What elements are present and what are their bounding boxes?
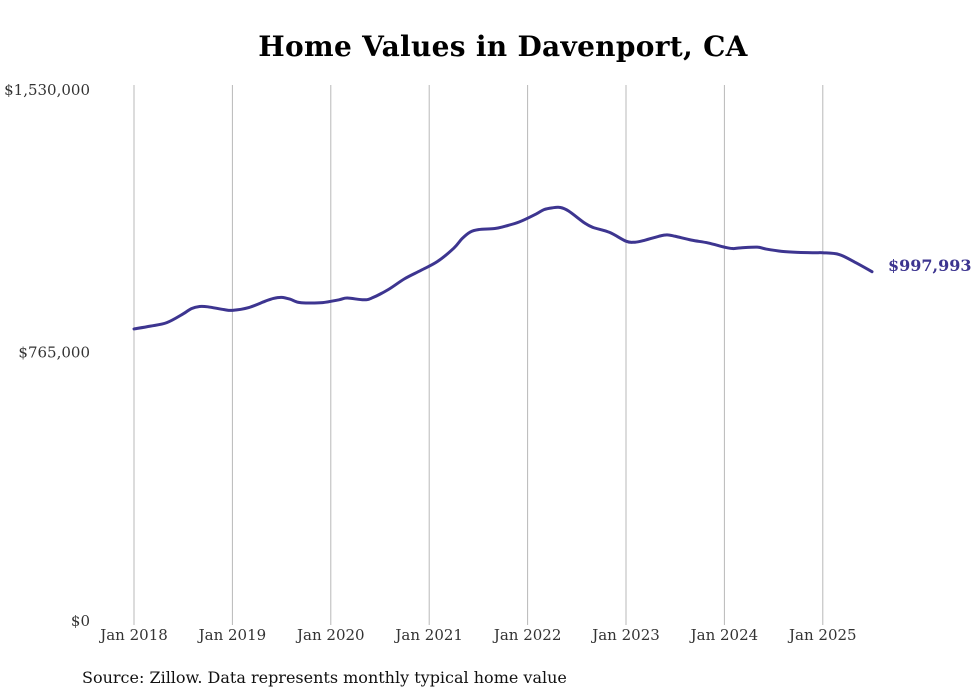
y-tick-label: $1,530,000 (4, 81, 90, 99)
x-tick-label: Jan 2020 (295, 626, 365, 644)
y-axis-ticks: $1,530,000 $765,000 $0 (4, 81, 90, 630)
x-axis-ticks: Jan 2018 Jan 2019 Jan 2020 Jan 2021 Jan 2022… (98, 626, 856, 644)
x-tick-label: Jan 2022 (492, 626, 562, 644)
source-note: Source: Zillow. Data represents monthly … (82, 668, 567, 687)
x-tick-label: Jan 2025 (787, 626, 857, 644)
y-tick-label: $765,000 (18, 344, 90, 362)
x-tick-label: Jan 2024 (689, 626, 759, 644)
x-tick-label: Jan 2021 (393, 626, 463, 644)
series-line-0 (132, 205, 874, 331)
chart-title: Home Values in Davenport, CA (258, 30, 748, 63)
x-tick-label: Jan 2023 (590, 626, 660, 644)
end-value-label: $997,993 (888, 256, 972, 275)
gridlines (133, 85, 824, 625)
series-layer: $997,993 (132, 205, 972, 331)
y-tick-label: $0 (71, 612, 90, 630)
x-tick-label: Jan 2019 (197, 626, 267, 644)
x-tick-label: Jan 2018 (98, 626, 168, 644)
